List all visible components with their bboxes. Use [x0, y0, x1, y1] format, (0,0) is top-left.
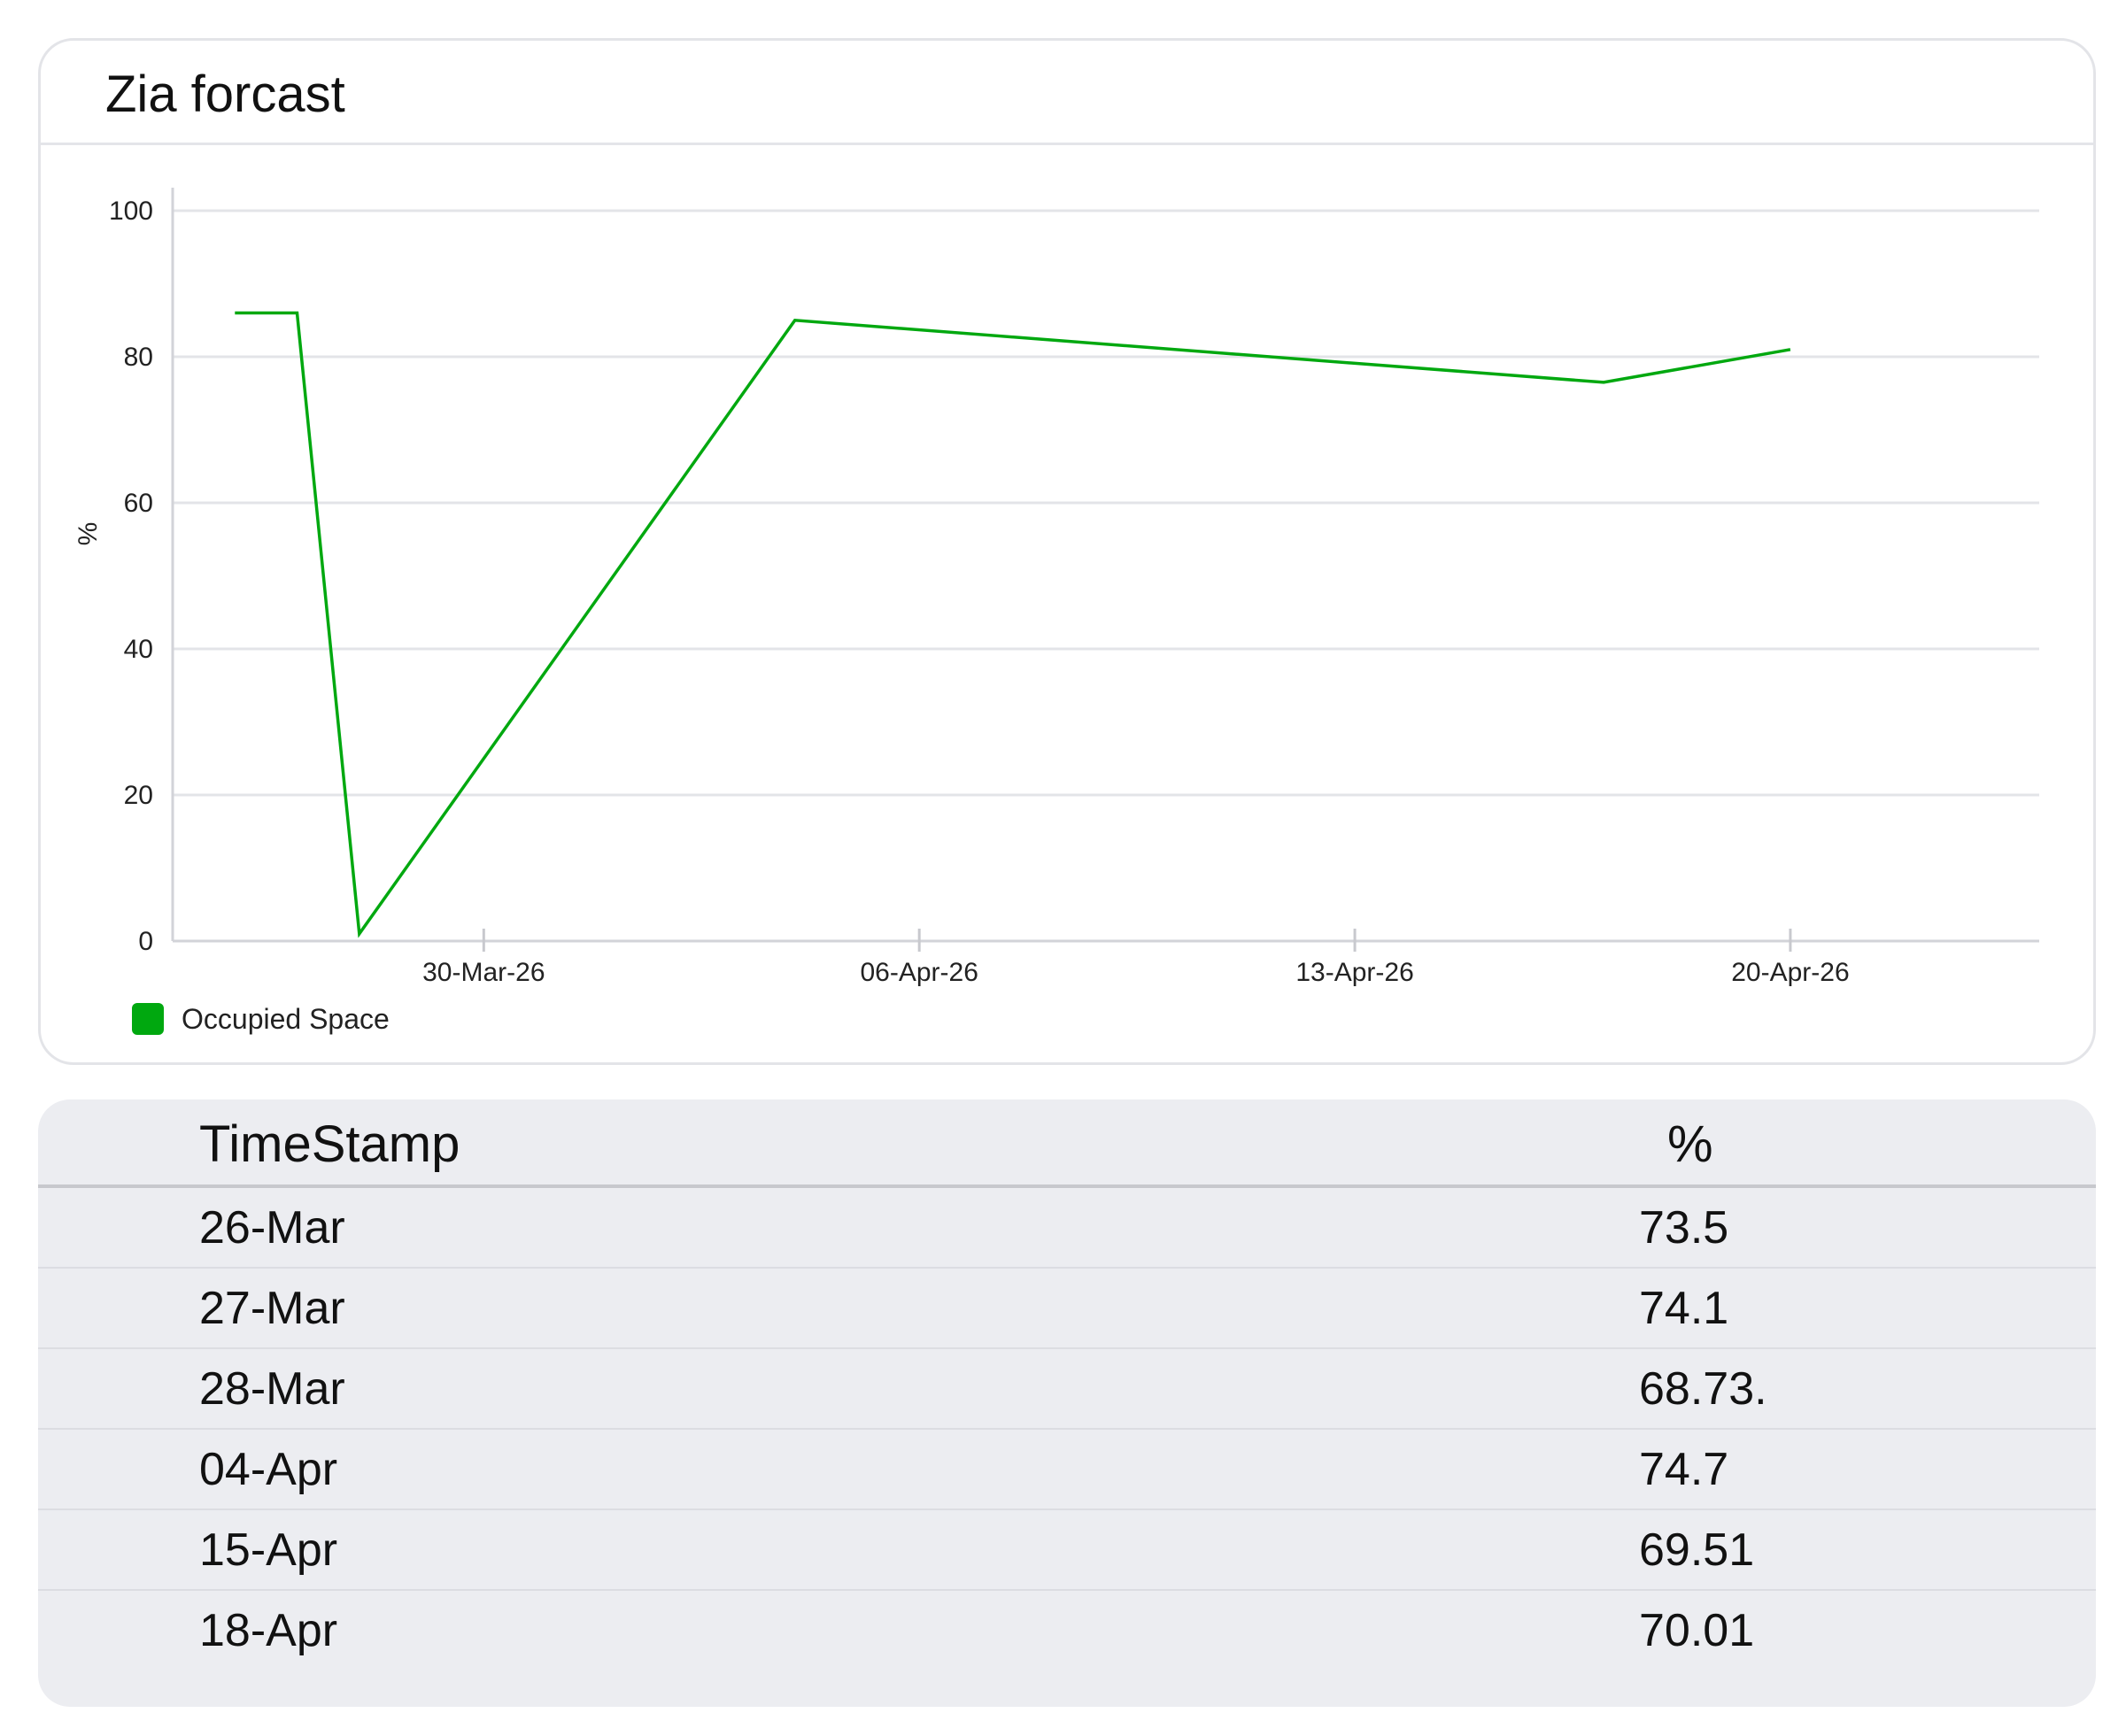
- cell-timestamp: 28-Mar: [199, 1363, 345, 1415]
- cell-percent: 68.73.: [1639, 1363, 1767, 1415]
- x-tick-label: 30-Mar-26: [422, 958, 545, 987]
- forecast-table: TimeStamp % 26-Mar 73.5 27-Mar 74.1 28-M…: [38, 1099, 2096, 1707]
- cell-timestamp: 27-Mar: [199, 1283, 345, 1334]
- legend-swatch-occupied-space: [132, 1003, 164, 1035]
- cell-percent: 69.51: [1639, 1524, 1755, 1576]
- cell-timestamp: 15-Apr: [199, 1524, 338, 1576]
- table-header-row: TimeStamp %: [38, 1099, 2096, 1188]
- forecast-line-chart: 0 20 40 60 80 100 30-Mar-26 06-Apr-26 13-Apr-26 2…: [73, 188, 2039, 987]
- card-title: Zia forcast: [105, 66, 345, 123]
- column-header-timestamp: TimeStamp: [199, 1115, 460, 1173]
- y-tick-label: 60: [124, 489, 153, 518]
- table-row: 18-Apr 70.01: [38, 1591, 2096, 1671]
- table-row: 04-Apr 74.7: [38, 1430, 2096, 1510]
- card-header: Zia forcast: [41, 41, 2093, 145]
- y-tick-label: 100: [109, 197, 153, 226]
- table-row: 15-Apr 69.51: [38, 1510, 2096, 1591]
- cell-timestamp: 04-Apr: [199, 1444, 338, 1495]
- cell-timestamp: 18-Apr: [199, 1605, 338, 1656]
- legend-label-occupied-space: Occupied Space: [182, 1002, 390, 1035]
- series-line-occupied-space: [235, 311, 1791, 938]
- y-tick-label: 40: [124, 635, 153, 664]
- x-tick-label: 13-Apr-26: [1295, 958, 1413, 987]
- y-axis-label: %: [73, 522, 103, 546]
- y-tick-label: 80: [124, 343, 153, 372]
- y-tick-label: 0: [138, 927, 153, 956]
- chart-legend: Occupied Space: [132, 1001, 390, 1037]
- cell-timestamp: 26-Mar: [199, 1202, 345, 1254]
- cell-percent: 74.1: [1639, 1283, 1729, 1334]
- cell-percent: 73.5: [1639, 1202, 1729, 1254]
- table-row: 26-Mar 73.5: [38, 1188, 2096, 1269]
- cell-percent: 70.01: [1639, 1605, 1755, 1656]
- y-tick-label: 20: [124, 781, 153, 810]
- x-tick-label: 20-Apr-26: [1731, 958, 1849, 987]
- table-row: 28-Mar 68.73.: [38, 1349, 2096, 1430]
- column-header-percent: %: [1667, 1115, 1713, 1173]
- cell-percent: 74.7: [1639, 1444, 1729, 1495]
- x-tick-label: 06-Apr-26: [860, 958, 978, 987]
- table-body: 26-Mar 73.5 27-Mar 74.1 28-Mar 68.73. 04…: [38, 1188, 2096, 1671]
- forecast-card: Zia forcast 0 20 40 60 80 100 30-Mar-26 06-Apr-…: [38, 38, 2096, 1065]
- table-row: 27-Mar 74.1: [38, 1269, 2096, 1349]
